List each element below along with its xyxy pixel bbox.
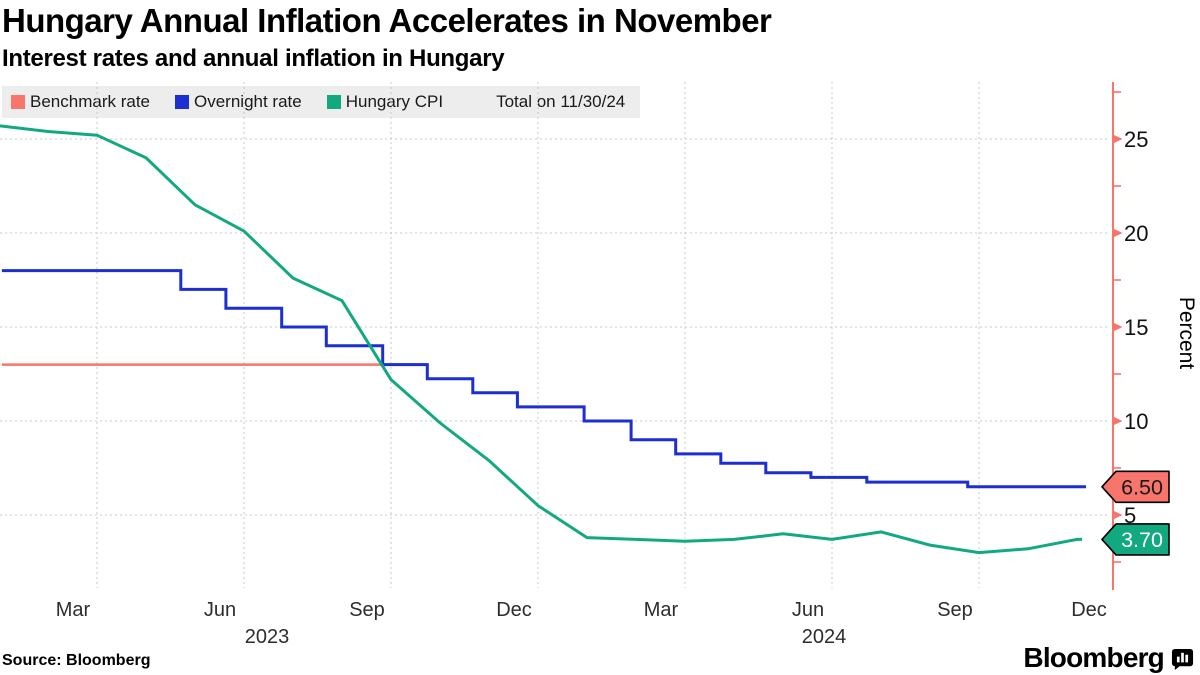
x-tick-label: Jun xyxy=(792,599,824,621)
legend-label: Hungary CPI xyxy=(345,92,444,111)
legend-item-benchmark-rate: Benchmark rate xyxy=(11,92,150,112)
y-tick-label: 20 xyxy=(1124,221,1148,246)
value-tag-6.50 xyxy=(1101,470,1170,504)
bloomberg-chart-icon xyxy=(1171,648,1194,671)
y-tick-arrow-icon xyxy=(1113,510,1123,520)
value-tag-label: 3.70 xyxy=(1121,528,1163,552)
chart-legend: Benchmark rate Overnight rate Hungary CP… xyxy=(2,86,640,118)
x-tick-label: Mar xyxy=(56,599,91,621)
y-axis-title: Percent xyxy=(1175,296,1198,370)
value-tag-3.70 xyxy=(1101,523,1170,556)
hungary-cpi-swatch-icon xyxy=(326,95,341,109)
x-tick-label: Mar xyxy=(644,599,679,621)
y-tick-label: 15 xyxy=(1124,315,1148,340)
y-tick-label: 25 xyxy=(1124,127,1148,152)
x-year-label: 2024 xyxy=(802,626,847,648)
x-tick-label: Jun xyxy=(204,599,236,621)
overnight-rate-swatch-icon xyxy=(175,95,189,109)
y-tick-arrow-icon xyxy=(1113,134,1123,144)
x-tick-label: Dec xyxy=(1071,599,1107,621)
series-overnight-rate xyxy=(1,269,1086,489)
x-tick-label: Sep xyxy=(349,599,385,621)
x-tick-label: Sep xyxy=(937,599,973,621)
legend-item-hungary-cpi: Hungary CPI xyxy=(326,92,444,112)
legend-label: Benchmark rate xyxy=(30,92,150,111)
y-tick-label: 10 xyxy=(1124,409,1148,434)
bloomberg-logo: Bloomberg xyxy=(1023,642,1194,674)
value-tag-label: 6.50 xyxy=(1121,475,1163,499)
series-hungary-cpi xyxy=(0,124,1082,555)
as-of-note: Total on 11/30/24 xyxy=(496,92,626,111)
chart-subtitle: Interest rates and annual inflation in H… xyxy=(2,45,505,72)
legend-label: Overnight rate xyxy=(194,92,302,111)
series-benchmark-rate xyxy=(1,363,1086,489)
y-tick-arrow-icon xyxy=(1113,322,1123,332)
y-tick-arrow-icon xyxy=(1113,228,1123,238)
legend-item-overnight-rate: Overnight rate xyxy=(175,92,302,112)
y-tick-label: 5 xyxy=(1124,503,1136,528)
page-title: Hungary Annual Inflation Accelerates in … xyxy=(2,2,772,39)
y-tick-arrow-icon xyxy=(1113,416,1123,426)
x-tick-label: Dec xyxy=(496,599,532,621)
benchmark-rate-swatch-icon xyxy=(11,95,25,109)
x-year-label: 2023 xyxy=(245,626,290,648)
bloomberg-wordmark: Bloomberg xyxy=(1023,642,1164,673)
source-text: Source: Bloomberg xyxy=(2,652,151,669)
